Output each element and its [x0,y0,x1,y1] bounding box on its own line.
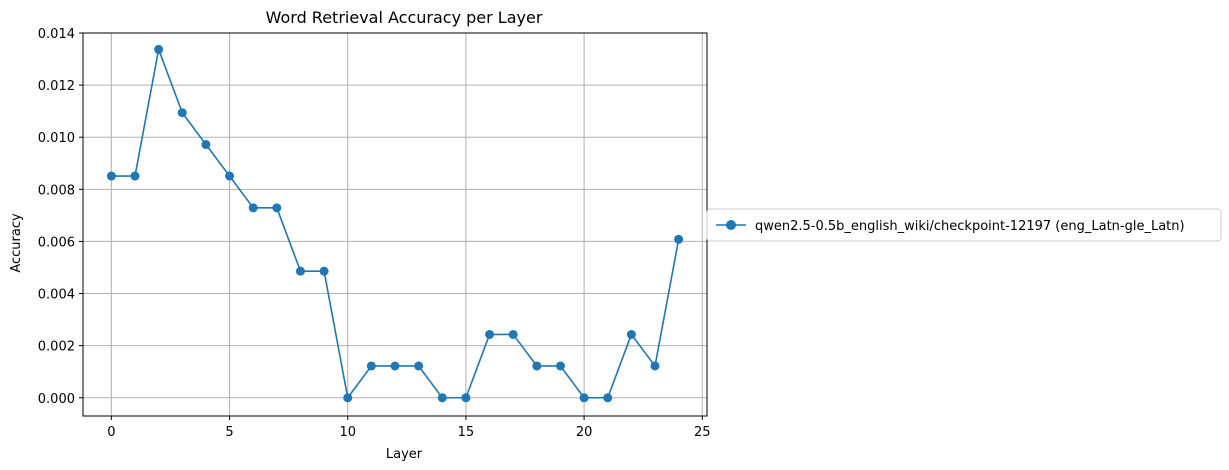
data-point [414,361,424,371]
data-point [390,361,400,371]
data-point [248,203,258,213]
data-point [366,361,376,371]
grid [83,32,707,416]
legend-marker-swatch [726,220,736,230]
data-point [295,266,305,276]
y-tick-label: 0.010 [38,131,75,146]
x-tick-label: 0 [107,425,115,440]
legend-entry-label: qwen2.5-0.5b_english_wiki/checkpoint-121… [755,219,1185,234]
data-point [555,361,565,371]
y-tick-label: 0.002 [38,340,75,355]
axes: 0 5 10 15 20 25 0.000 0.002 0.004 0.006 0.008 0.010… [38,27,711,440]
data-point [154,44,164,54]
y-tick-label: 0.004 [38,288,75,303]
x-tick-label: 5 [225,425,233,440]
x-axis-label: Layer [386,447,423,462]
plot-frame [82,32,708,417]
data-point [579,393,589,403]
chart-title: Word Retrieval Accuracy per Layer [266,8,543,27]
legend-box [706,208,1222,242]
x-tick-label: 20 [576,425,593,440]
y-tick-label: 0.006 [38,235,75,250]
data-point [343,393,353,403]
y-tick-label: 0.012 [38,79,75,94]
series-layer [106,44,684,403]
data-point [532,361,542,371]
data-point [177,108,187,118]
data-point [225,171,235,181]
data-point [461,393,471,403]
data-point [106,171,116,181]
data-point [603,393,613,403]
x-tick-label: 15 [458,425,475,440]
y-axis-label: Accuracy [9,213,24,273]
y-tick-label: 0.014 [38,27,75,42]
x-tick-label: 10 [339,425,356,440]
data-point [272,203,282,213]
x-tick-label: 25 [694,425,711,440]
data-point [674,234,684,244]
data-point [650,361,660,371]
data-point [508,329,518,339]
data-point [437,393,447,403]
y-tick-label: 0.008 [38,183,75,198]
data-point [626,329,636,339]
data-point [485,329,495,339]
data-point [130,171,140,181]
data-point [201,140,211,150]
y-tick-label: 0.000 [38,392,75,407]
data-point [319,266,329,276]
legend: qwen2.5-0.5b_english_wiki/checkpoint-121… [706,208,1222,242]
